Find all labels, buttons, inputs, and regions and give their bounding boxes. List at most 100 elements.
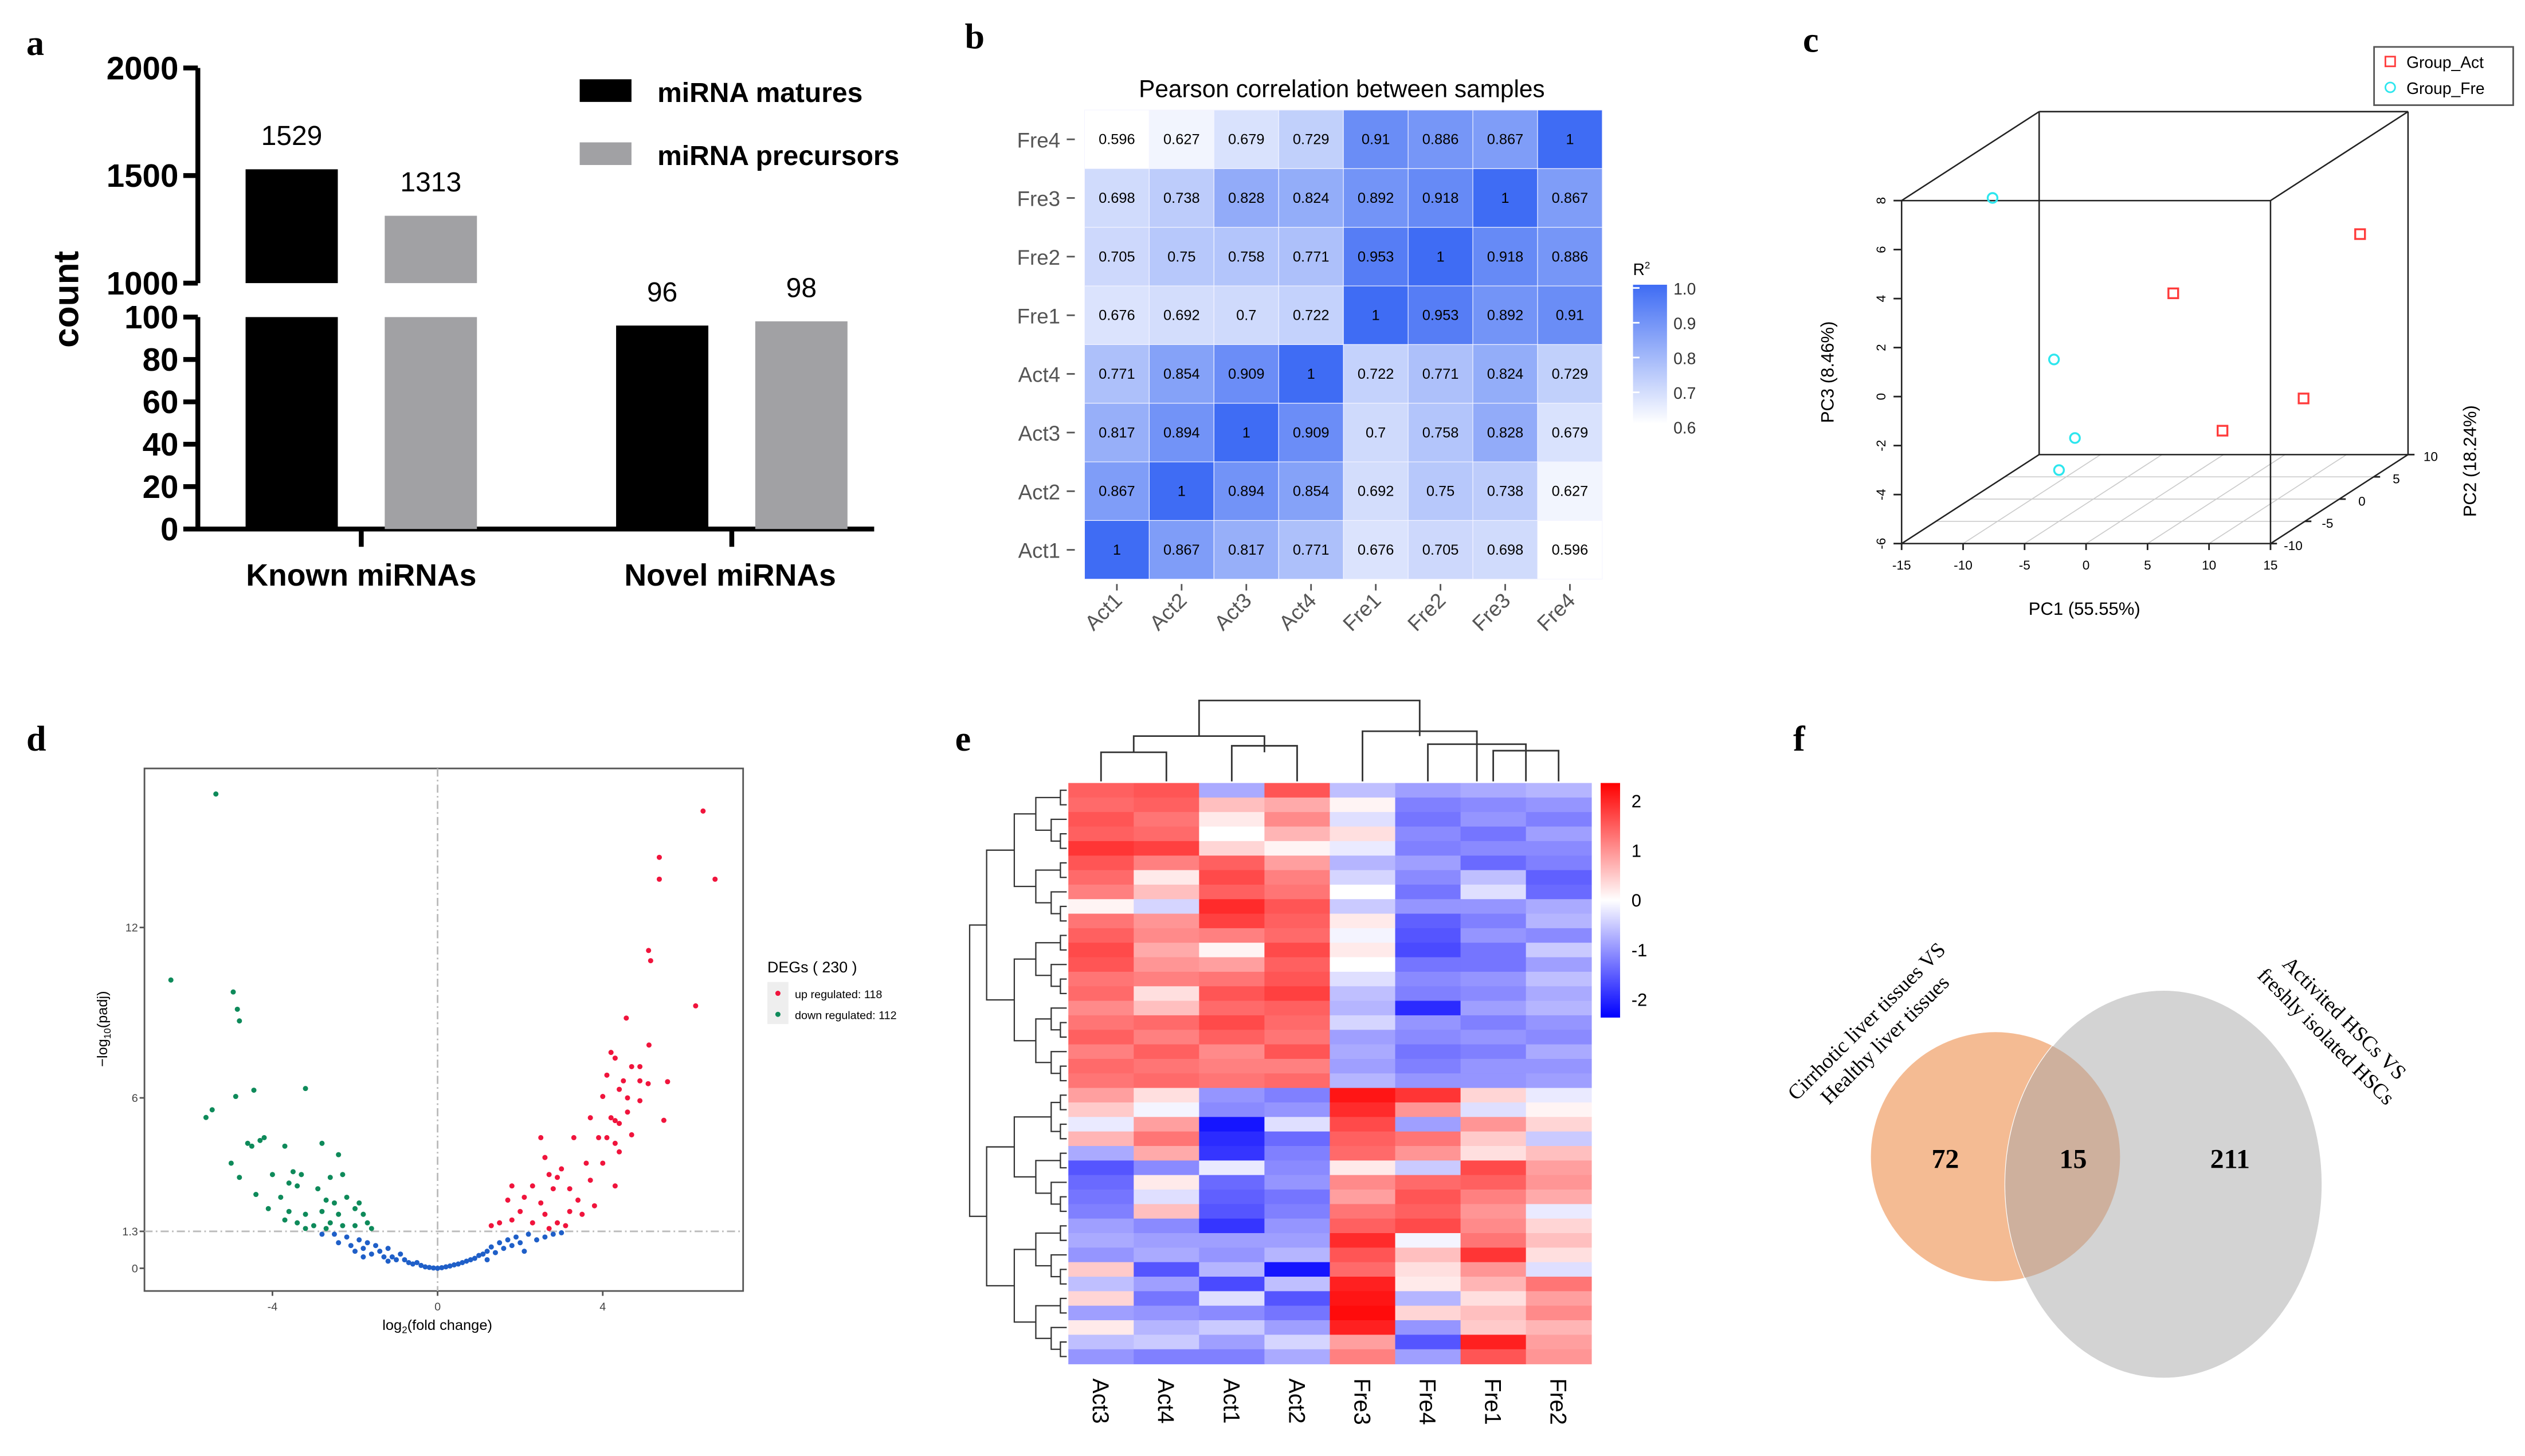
cell-value: 0.627 [1163,132,1200,148]
heatmap-cell [1134,1247,1200,1263]
point-up-regulated [575,1197,581,1203]
x-tick-label: 0 [434,1301,441,1313]
point-not-significant [402,1257,407,1263]
point-down-regulated [265,1206,271,1211]
heatmap-cell [1526,957,1592,972]
row-dendrogram-branch [1050,818,1067,842]
heatmap-cell [1068,884,1135,900]
colorbar-tick-label: 0.8 [1673,349,1696,367]
heatmap-cell [1148,520,1214,580]
heatmap-cell [1134,1073,1200,1089]
category-label-known: Known miRNAs [246,558,476,592]
point-down-regulated [323,1197,329,1203]
heatmap-cell [1068,1088,1135,1103]
heatmap-cell [1330,1247,1396,1263]
point-up-regulated [656,854,662,860]
heatmap-cell [1460,1335,1527,1350]
z-tick-label: 0 [1874,393,1888,401]
heatmap-cell [1084,285,1150,345]
heatmap-cell [1343,461,1409,521]
point-up-regulated [617,1149,622,1155]
legend-up-marker [775,991,781,996]
y-tick-label: 6 [132,1092,138,1105]
legend-label-fre: Group_Fre [2406,79,2484,97]
y-tick-label: 80 [143,342,179,378]
heatmap-cell [1395,1044,1461,1059]
cell-value: 0.909 [1228,366,1265,382]
col-label: Fre1 [1338,588,1385,635]
heatmap-cell [1460,841,1527,857]
z-tick-label: 8 [1874,197,1888,205]
heatmap-cell [1460,1349,1527,1364]
bar-upper-miRNA-matures [245,169,338,284]
heatmap-cell [1460,826,1527,842]
point-up-regulated [625,1095,630,1101]
heatmap-cell [1134,928,1200,944]
row-dendrogram-branch [1060,1123,1067,1140]
heatmap-cell [1472,285,1538,345]
cell-value: 0.828 [1228,190,1265,206]
point-not-significant [435,1265,441,1271]
heatmap-cell [1134,1088,1200,1103]
point-up-regulated [661,1117,666,1123]
row-dendrogram-branch [1050,1051,1067,1074]
heatmap-cell [1330,1145,1396,1161]
heatmap-cell [1134,1233,1200,1249]
point-up-regulated [648,958,653,964]
heatmap-cell [1199,957,1265,972]
point-down-regulated [340,1172,346,1178]
point-down-regulated [360,1211,366,1217]
heatmap-cell [1199,841,1265,857]
point-not-significant [559,1230,564,1235]
y-tick-label: 5 [2393,472,2400,486]
y-tick-label: 1500 [107,158,179,194]
point-up-regulated [612,1055,618,1061]
heatmap-cell [1460,899,1527,915]
heatmap-cell [1134,870,1200,885]
heatmap-cell [1526,783,1592,798]
heatmap-cell [1330,1058,1396,1074]
point-down-regulated [340,1223,346,1229]
heatmap-cell [1330,1320,1396,1336]
column-dendrogram-branch [1100,751,1167,782]
col-label: Fre2 [1546,1378,1571,1424]
heatmap-cell [1199,1088,1265,1103]
heatmap-cell [1264,1175,1331,1190]
heatmap-cell [1068,1058,1135,1074]
heatmap-cell [1526,928,1592,944]
heatmap-cell [1460,986,1527,1002]
heatmap-cell [1199,1247,1265,1263]
heatmap-cell [1395,1262,1461,1277]
cell-value: 1 [1178,484,1186,500]
point-down-regulated [299,1172,304,1178]
heatmap-cell [1460,855,1527,871]
box-edge [1901,111,2040,202]
heatmap-cell [1395,1073,1461,1089]
heatmap-cell [1395,1305,1461,1321]
legend-title: DEGs ( 230 ) [767,959,857,976]
heatmap-cell [1330,884,1396,900]
cell-value: 0.722 [1293,308,1330,324]
heatmap-cell [1330,826,1396,842]
heatmap-cell [1395,797,1461,813]
heatmap-cell [1134,957,1200,972]
heatmap-cell [1330,1233,1396,1249]
heatmap-cell [1068,1102,1135,1118]
point-not-significant [344,1234,350,1240]
heatmap-cell [1330,957,1396,972]
heatmap-cell [1395,1247,1461,1263]
heatmap-cell [1264,826,1331,842]
point-down-regulated [336,1211,342,1217]
point-down-regulated [282,1143,288,1149]
point-not-significant [517,1240,523,1246]
heatmap-cell [1278,285,1344,345]
point-down-regulated [364,1220,370,1226]
heatmap-cell [1134,1305,1200,1321]
row-label: Act2 [1018,480,1060,504]
cell-value: 0.75 [1167,249,1195,265]
row-dendrogram-branch [1060,905,1067,922]
point-up-regulated [522,1194,527,1200]
point-not-significant [418,1262,424,1268]
heatmap-cell [1330,1073,1396,1089]
heatmap-cell [1134,1262,1200,1277]
